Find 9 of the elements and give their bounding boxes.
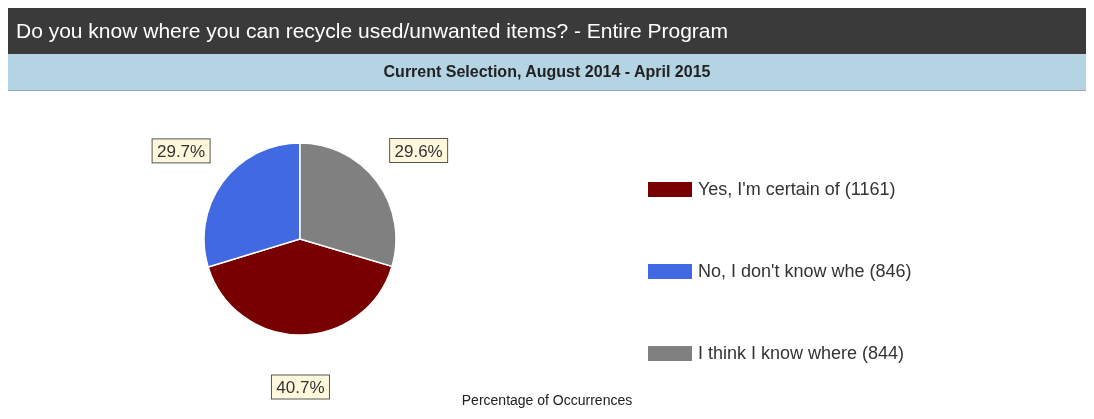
data-label: 29.7% bbox=[156, 141, 206, 161]
legend-label: I think I know where (844) bbox=[698, 342, 905, 364]
legend-label: No, I don't know whe (846) bbox=[698, 260, 912, 282]
text: Percentage of Occurrences bbox=[461, 392, 633, 408]
data-label: 29.6% bbox=[394, 141, 443, 161]
legend-label: Yes, I'm certain of (1161) bbox=[698, 178, 896, 200]
data-label: 40.7% bbox=[276, 378, 325, 397]
chart-title: Do you know where you can recycle used/unwanted items? - Entire Program bbox=[8, 8, 1086, 54]
chart-subtitle: Current Selection, August 2014 - April 2015 bbox=[8, 54, 1086, 91]
